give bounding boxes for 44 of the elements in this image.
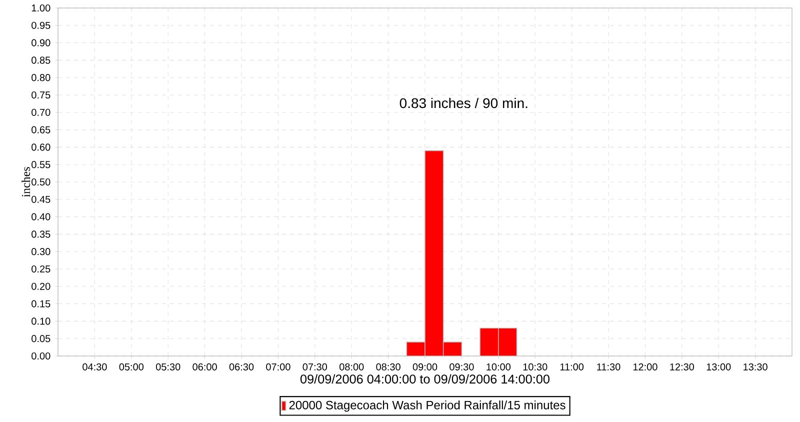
- y-axis-title: inches: [22, 167, 30, 198]
- y-tick-label: 0.45: [32, 196, 50, 203]
- y-tick-label: 0.55: [32, 161, 50, 168]
- x-tick-label: 10:00: [486, 363, 511, 370]
- y-tick-label: 1.00: [32, 4, 50, 12]
- y-tick-label: 0.00: [32, 352, 50, 360]
- x-tick-label: 13:30: [744, 363, 768, 370]
- y-tick-label: 0.25: [32, 265, 50, 273]
- y-tick-label: 0.90: [32, 39, 50, 46]
- x-axis-title: 09/09/2006 04:00:00 to 09/09/2006 14:00:00: [300, 374, 550, 384]
- annotation: 0.83 inches / 90 min.: [400, 98, 528, 108]
- x-tick-label: 12:00: [633, 363, 658, 370]
- x-tick-label: 08:30: [376, 363, 400, 370]
- y-tick-label: 0.85: [32, 56, 50, 64]
- legend-label: 20000 Stagecoach Wash Period Rainfall/15 minutes: [289, 400, 566, 412]
- x-tick-label: 09:30: [450, 363, 474, 370]
- y-tick-label: 0.40: [32, 213, 50, 220]
- y-tick-label: 0.70: [32, 108, 50, 116]
- x-tick-label: 07:30: [302, 363, 328, 370]
- y-tick-label: 0.60: [32, 144, 50, 151]
- y-tick-label: 0.15: [32, 300, 50, 308]
- y-tick-label: 0.80: [32, 74, 50, 82]
- x-tick-label: 09:00: [412, 363, 438, 370]
- x-tick-label: 10:30: [523, 363, 548, 370]
- x-tick-label: 05:30: [156, 363, 180, 370]
- y-tick-label: 0.10: [32, 318, 50, 325]
- x-tick-label: 06:30: [229, 363, 254, 370]
- x-tick-label: 07:00: [266, 363, 290, 370]
- x-tick-label: 08:00: [339, 363, 364, 370]
- y-tick-label: 0.35: [32, 230, 50, 238]
- y-tick-label: 0.30: [32, 248, 50, 256]
- x-tick-label: 11:30: [597, 363, 620, 370]
- y-tick-label: 0.65: [32, 126, 50, 134]
- y-tick-label: 0.50: [32, 178, 50, 186]
- y-tick-label: 0.95: [32, 22, 50, 29]
- x-tick-label: 13:00: [706, 363, 731, 370]
- x-tick-label: 12:30: [670, 363, 694, 370]
- x-tick-label: 06:00: [192, 363, 217, 370]
- x-tick-label: 04:30: [82, 363, 107, 370]
- y-tick-label: 0.75: [32, 91, 50, 99]
- y-tick-label: 0.20: [32, 282, 50, 290]
- x-tick-label: 11:00: [560, 363, 584, 370]
- y-tick-label: 0.05: [32, 335, 50, 342]
- x-tick-label: 05:00: [119, 363, 144, 370]
